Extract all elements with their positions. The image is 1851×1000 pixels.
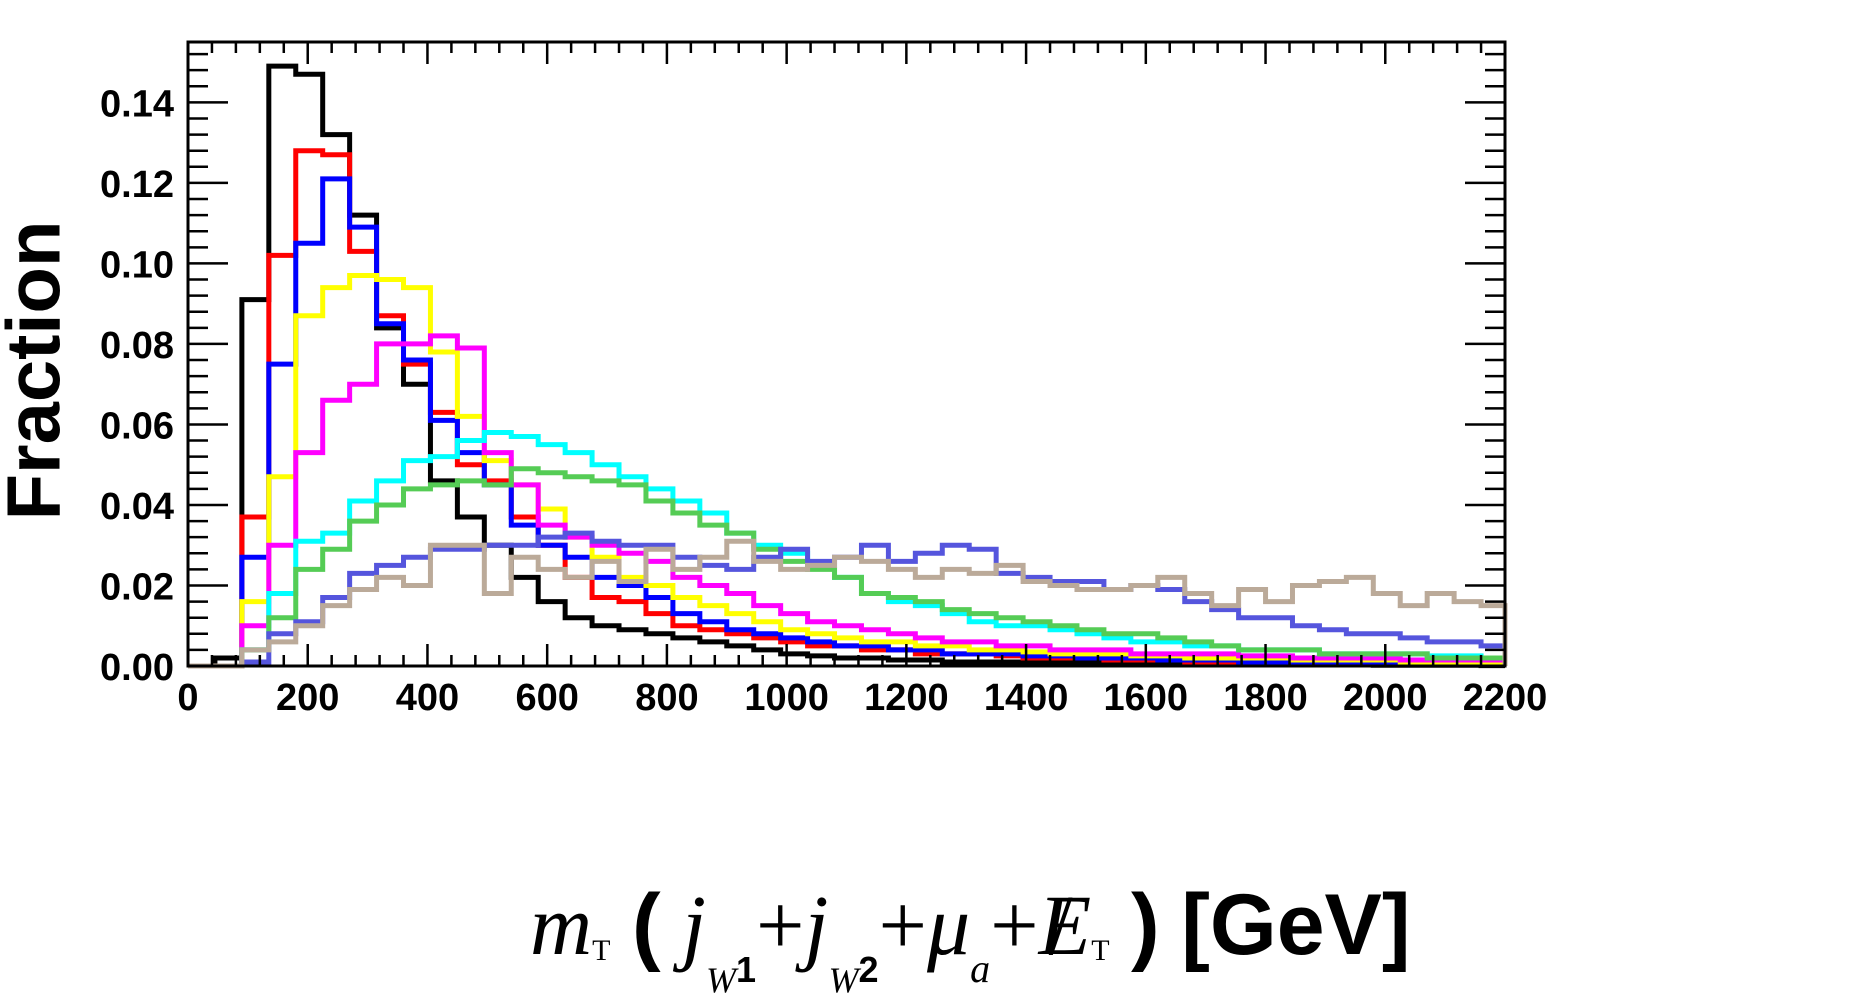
x-label-sub-t2: T xyxy=(1091,934,1110,967)
x-label-open-paren: ( xyxy=(631,877,661,973)
y-tick-label: 0.00 xyxy=(100,647,174,689)
x-label-plus-2: + xyxy=(878,877,927,973)
x-tick-label: 1600 xyxy=(1104,677,1189,719)
x-tick-label: 1800 xyxy=(1223,677,1308,719)
y-tick-label: 0.14 xyxy=(100,83,174,125)
x-tick-label: 200 xyxy=(276,677,339,719)
x-label-j2: j xyxy=(804,877,829,973)
x-label-sub-a: a xyxy=(970,946,991,991)
series-red xyxy=(188,148,1508,669)
plot-frame xyxy=(186,40,1507,668)
x-label-sub-w2-num: 2 xyxy=(858,949,879,990)
x-label-mu: μ xyxy=(926,877,971,973)
x-label-units: [GeV] xyxy=(1181,877,1411,973)
x-label-m: m xyxy=(530,877,593,973)
x-tick-label: 1400 xyxy=(984,677,1069,719)
x-label-missing-et: E / xyxy=(1038,877,1092,973)
y-tick-label: 0.02 xyxy=(100,566,174,608)
x-label-sub-w2: W xyxy=(828,960,859,1000)
series-blue xyxy=(188,176,1508,669)
y-tick-label: 0.04 xyxy=(100,486,174,528)
x-tick-label: 2000 xyxy=(1343,677,1428,719)
series-tan xyxy=(188,538,1508,669)
x-tick-label: 600 xyxy=(515,677,578,719)
ticks-layer xyxy=(186,42,1507,668)
series-magenta xyxy=(188,333,1508,669)
x-tick-label: 0 xyxy=(177,677,198,719)
x-label-sub-w1-num: 1 xyxy=(735,949,757,990)
y-tick-label: 0.08 xyxy=(100,325,174,367)
x-axis-label: mT ( jW1+jW2+μa+E / T ) [GeV] xyxy=(530,875,1530,1000)
x-label-close-paren: ) xyxy=(1131,877,1160,973)
y-axis-label: Fraction xyxy=(0,220,77,520)
x-tick-label: 1200 xyxy=(864,677,949,719)
x-label-j1: j xyxy=(682,877,706,973)
x-tick-label: 2200 xyxy=(1463,677,1548,719)
y-tick-label: 0.06 xyxy=(100,405,174,447)
x-tick-label: 400 xyxy=(396,677,459,719)
x-label-sub-t: T xyxy=(592,934,611,967)
y-tick-label: 0.12 xyxy=(100,164,174,206)
y-tick-label: 0.10 xyxy=(100,244,174,286)
tick-labels: 0 200 400 600 800 1000 1200 1400 1600 1800 2000 220… xyxy=(100,83,1547,719)
series-yellow xyxy=(188,272,1508,669)
series-cyan xyxy=(188,430,1508,669)
x-label-sub-w1: W xyxy=(705,960,736,1000)
x-tick-label: 1000 xyxy=(744,677,829,719)
series-layer xyxy=(188,63,1508,669)
x-tick-label: 800 xyxy=(635,677,698,719)
x-label-plus-1: + xyxy=(756,877,805,973)
x-label-plus-3: + xyxy=(990,877,1039,973)
